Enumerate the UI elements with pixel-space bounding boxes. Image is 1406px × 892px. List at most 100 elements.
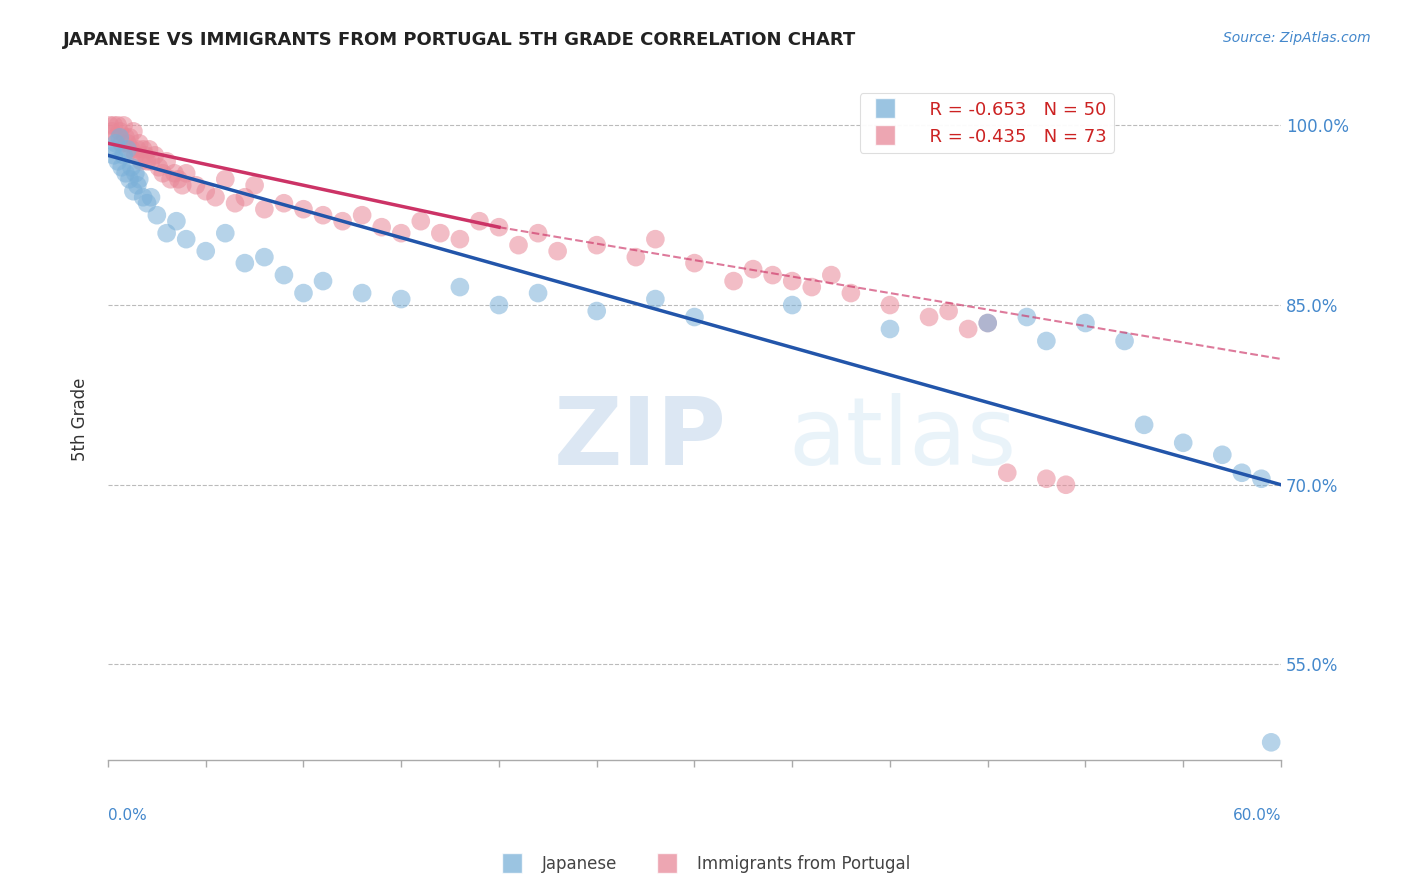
Point xyxy=(253,202,276,217)
Point xyxy=(224,196,246,211)
Legend: Japanese, Immigrants from Portugal: Japanese, Immigrants from Portugal xyxy=(489,848,917,880)
Legend:   R = -0.653   N = 50,   R = -0.435   N = 73: R = -0.653 N = 50, R = -0.435 N = 73 xyxy=(860,94,1114,153)
Point xyxy=(332,214,354,228)
Point xyxy=(312,274,335,288)
Point xyxy=(780,274,803,288)
Point xyxy=(103,119,125,133)
Point xyxy=(128,172,150,186)
Point xyxy=(370,220,392,235)
Point xyxy=(124,166,146,180)
Point xyxy=(139,190,162,204)
Point xyxy=(194,184,217,198)
Point xyxy=(644,292,666,306)
Point xyxy=(820,268,842,282)
Point xyxy=(104,130,127,145)
Point xyxy=(101,124,124,138)
Point xyxy=(136,196,159,211)
Point xyxy=(389,292,412,306)
Point xyxy=(253,250,276,264)
Point xyxy=(1015,310,1038,324)
Point xyxy=(114,130,136,145)
Point xyxy=(163,166,186,180)
Point xyxy=(117,142,139,156)
Point xyxy=(138,142,160,156)
Point xyxy=(780,298,803,312)
Point xyxy=(214,172,236,186)
Point xyxy=(977,316,1000,330)
Text: atlas: atlas xyxy=(789,393,1017,485)
Point xyxy=(389,226,412,240)
Point xyxy=(879,322,901,336)
Point xyxy=(152,166,174,180)
Point xyxy=(292,202,315,217)
Point xyxy=(1211,448,1233,462)
Point xyxy=(194,244,217,259)
Y-axis label: 5th Grade: 5th Grade xyxy=(72,377,89,460)
Point xyxy=(547,244,569,259)
Point xyxy=(128,136,150,151)
Point xyxy=(243,178,266,193)
Point xyxy=(488,298,510,312)
Point xyxy=(165,214,187,228)
Point xyxy=(488,220,510,235)
Point xyxy=(143,148,166,162)
Point xyxy=(683,256,706,270)
Point xyxy=(111,136,134,151)
Point xyxy=(156,226,179,240)
Text: 60.0%: 60.0% xyxy=(1233,808,1281,823)
Point xyxy=(1250,472,1272,486)
Point xyxy=(136,154,159,169)
Point xyxy=(118,130,141,145)
Point xyxy=(683,310,706,324)
Point xyxy=(111,161,134,175)
Point xyxy=(644,232,666,246)
Point xyxy=(527,286,550,301)
Point xyxy=(184,178,207,193)
Point xyxy=(156,154,179,169)
Point xyxy=(127,142,149,156)
Point xyxy=(233,256,256,270)
Point xyxy=(132,190,155,204)
Point xyxy=(449,280,471,294)
Point xyxy=(127,178,149,193)
Point xyxy=(120,142,142,156)
Point xyxy=(107,154,129,169)
Point xyxy=(723,274,745,288)
Point xyxy=(122,184,145,198)
Point xyxy=(273,196,295,211)
Point xyxy=(120,161,142,175)
Point xyxy=(108,130,131,145)
Point xyxy=(129,154,152,169)
Point xyxy=(117,136,139,151)
Point xyxy=(585,304,607,318)
Point xyxy=(762,268,785,282)
Point xyxy=(800,280,823,294)
Point xyxy=(995,466,1018,480)
Point xyxy=(134,148,156,162)
Text: JAPANESE VS IMMIGRANTS FROM PORTUGAL 5TH GRADE CORRELATION CHART: JAPANESE VS IMMIGRANTS FROM PORTUGAL 5TH… xyxy=(63,31,856,49)
Point xyxy=(118,172,141,186)
Point xyxy=(1230,466,1253,480)
Point xyxy=(112,119,135,133)
Point xyxy=(214,226,236,240)
Point xyxy=(273,268,295,282)
Point xyxy=(292,286,315,301)
Point xyxy=(204,190,226,204)
Point xyxy=(132,142,155,156)
Point xyxy=(104,136,127,151)
Point xyxy=(312,208,335,222)
Point xyxy=(742,262,765,277)
Point xyxy=(429,226,451,240)
Point xyxy=(527,226,550,240)
Point xyxy=(879,298,901,312)
Point xyxy=(233,190,256,204)
Point xyxy=(839,286,862,301)
Point xyxy=(112,148,135,162)
Point xyxy=(139,154,162,169)
Point xyxy=(977,316,1000,330)
Point xyxy=(468,214,491,228)
Point xyxy=(957,322,980,336)
Point xyxy=(918,310,941,324)
Point xyxy=(409,214,432,228)
Point xyxy=(122,124,145,138)
